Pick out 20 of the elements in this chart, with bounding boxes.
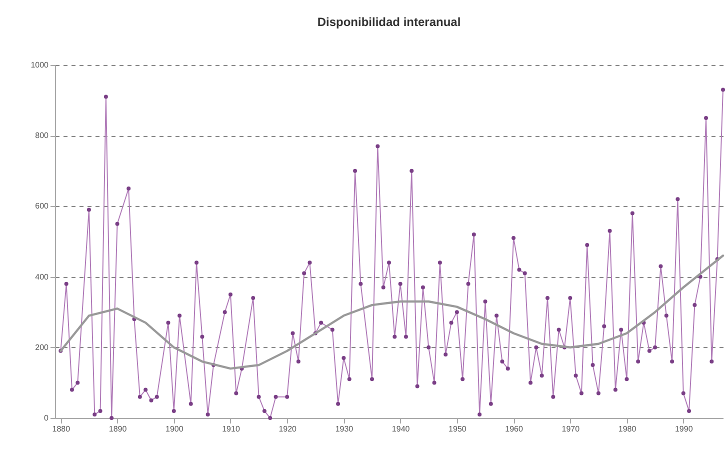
x-tick-label: 1950 <box>448 424 467 434</box>
y-tick-label: 1000 <box>30 60 50 70</box>
x-tick-label: 1930 <box>335 424 354 434</box>
x-tick-label: 1910 <box>222 424 240 434</box>
x-tick-label: 1980 <box>618 424 637 434</box>
y-tick-label: 800 <box>35 131 50 140</box>
y-tick-label: 600 <box>35 202 50 211</box>
y-tick-label: 200 <box>35 342 50 352</box>
x-tick-label: 1880 <box>52 424 71 434</box>
y-tick-label: 0 <box>44 414 50 422</box>
x-tick-label: 1890 <box>108 424 128 434</box>
x-tick-label: 1920 <box>278 424 298 434</box>
line-series <box>60 254 724 370</box>
x-tick-label: 1900 <box>165 424 184 434</box>
chart-title: Disponibilidad interanual <box>317 15 461 29</box>
x-tick-label: 1990 <box>674 424 694 434</box>
x-tick-label: 1960 <box>505 424 524 434</box>
x-tick-label: 1940 <box>392 424 410 434</box>
y-tick-label: 400 <box>35 272 50 282</box>
x-tick-label: 1970 <box>562 424 580 434</box>
